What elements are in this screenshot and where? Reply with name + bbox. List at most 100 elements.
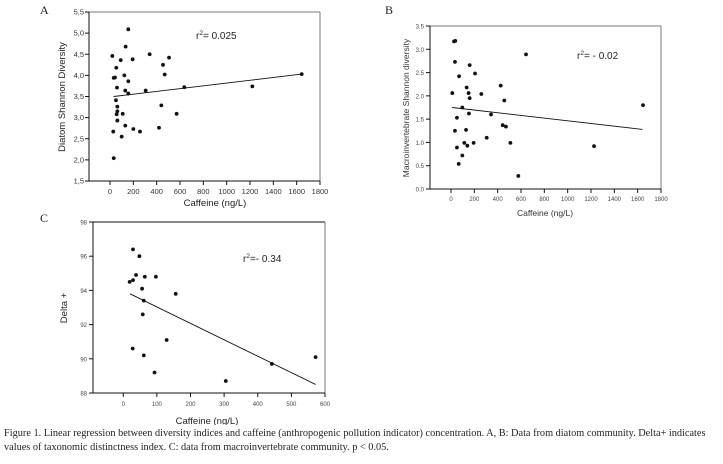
data-point-a: [115, 118, 120, 123]
r2-prefix-a: r: [196, 31, 200, 42]
data-point-b: [455, 145, 459, 150]
data-point-b: [524, 52, 528, 57]
data-point-a: [250, 84, 255, 89]
data-point-c: [269, 362, 274, 366]
data-point-b: [473, 71, 477, 76]
data-point-a: [118, 58, 123, 63]
x-tick-label-a: 600: [174, 187, 187, 196]
data-point-a: [110, 54, 115, 58]
data-point-c: [152, 370, 157, 375]
data-point-b: [457, 74, 461, 79]
x-axis-label-b: Caffeine (ng/L): [517, 208, 573, 218]
data-point-c: [131, 278, 135, 283]
data-point-b: [489, 112, 493, 117]
r2-prefix-c: r: [243, 254, 247, 265]
data-point-a: [126, 27, 131, 32]
data-point-b: [455, 115, 459, 120]
data-point-a: [114, 112, 119, 117]
y-tick-label-c: 90: [80, 357, 87, 363]
x-tick-label-b: 600: [516, 197, 527, 203]
data-point-a: [126, 79, 131, 84]
y-axis-label-a: Diatom Shannon Diversity: [57, 42, 68, 152]
x-tick-label-b: 1400: [608, 197, 622, 203]
data-point-a: [147, 52, 152, 57]
r2-value-a: = 0.025: [203, 31, 237, 42]
r2-prefix-b: r: [577, 51, 581, 62]
regression-line-c: [129, 293, 316, 385]
x-tick-label-c: 200: [185, 402, 196, 408]
data-point-c: [223, 379, 228, 383]
data-point-c: [131, 247, 135, 252]
x-tick-label-b: 200: [469, 197, 480, 203]
r2-sup-a: 2: [199, 30, 203, 37]
r2-annotation-b: r2= - 0.02: [577, 50, 619, 62]
data-point-a: [114, 65, 119, 70]
x-tick-label-b: 800: [539, 197, 550, 203]
y-tick-label-a: 4,5: [74, 50, 84, 59]
data-point-a: [143, 88, 148, 93]
x-tick-label-a: 1600: [288, 187, 305, 196]
data-point-c: [142, 274, 147, 279]
data-point-b: [464, 127, 468, 132]
data-point-b: [467, 111, 471, 116]
data-point-b: [465, 143, 470, 148]
data-point-b: [592, 144, 596, 149]
x-tick-label-a: 800: [197, 187, 210, 196]
x-axis-label-c: Caffeine (ng/L): [176, 416, 239, 425]
data-point-b: [484, 135, 489, 140]
data-point-a: [111, 156, 116, 161]
r2-annotation-a: r2= 0.025: [196, 30, 237, 42]
data-point-b: [508, 140, 513, 145]
x-tick-label-b: 1600: [631, 197, 645, 203]
data-point-a: [122, 73, 127, 78]
y-axis-label-c: Delta +: [59, 292, 70, 323]
y-axis-label-b: Macroinvertebrate Shannon diversity: [401, 38, 411, 177]
y-tick-label-c: 92: [80, 323, 87, 329]
data-point-c: [137, 254, 142, 259]
panel-letter-c: C: [40, 211, 48, 225]
data-point-c: [141, 353, 146, 358]
data-point-b: [464, 85, 469, 90]
y-tick-label-b: 0.5: [416, 164, 425, 170]
data-point-a: [167, 55, 171, 60]
data-point-a: [114, 98, 118, 103]
x-tick-label-a: 0: [108, 187, 112, 196]
x-tick-label-b: 400: [493, 197, 504, 203]
x-tick-label-a: 1400: [265, 187, 282, 196]
figure-canvas: A Diatom Shannon Diversity Caffeine (ng/…: [40, 3, 668, 425]
x-tick-label-b: 1000: [561, 197, 575, 203]
y-tick-label-a: 2,0: [74, 155, 84, 164]
data-point-b: [500, 123, 505, 128]
x-tick-label-a: 1000: [218, 187, 235, 196]
x-axis-label-a: Caffeine (ng/L): [184, 198, 247, 209]
x-tick-label-c: 600: [320, 402, 331, 408]
y-tick-label-c: 94: [80, 289, 87, 295]
y-tick-label-b: 1.5: [416, 118, 425, 124]
data-point-a: [161, 62, 165, 67]
y-tick-label-c: 98: [80, 221, 87, 227]
x-tick-label-b: 0: [449, 197, 453, 203]
panel-c: C Delta + Caffeine (ng/L) r2=- 0.34 88 90…: [40, 211, 331, 425]
panel-letter-b: B: [385, 3, 393, 17]
r2-sup-c: 2: [246, 253, 250, 260]
data-point-b: [641, 103, 645, 108]
data-point-a: [126, 91, 131, 96]
x-tick-label-a: 1800: [312, 187, 329, 196]
y-tick-label-a: 5,0: [74, 29, 84, 38]
x-tick-label-a: 400: [150, 187, 163, 196]
data-point-c: [140, 286, 144, 291]
data-point-a: [115, 109, 120, 114]
r2-sup-b: 2: [580, 50, 584, 57]
data-point-a: [113, 75, 117, 80]
data-point-a: [115, 85, 119, 90]
y-tick-label-a: 4,0: [74, 71, 84, 80]
y-tick-label-a: 2,5: [74, 134, 84, 143]
data-point-a: [123, 44, 128, 49]
data-point-b: [504, 124, 508, 129]
panel-letter-a: A: [40, 3, 49, 17]
data-point-c: [313, 355, 318, 359]
panel-b: B Macroinvertebrate Shannon diversity Ca…: [385, 3, 668, 218]
x-tick-label-c: 100: [152, 402, 163, 408]
data-point-b: [460, 105, 465, 110]
data-point-b: [453, 59, 457, 64]
